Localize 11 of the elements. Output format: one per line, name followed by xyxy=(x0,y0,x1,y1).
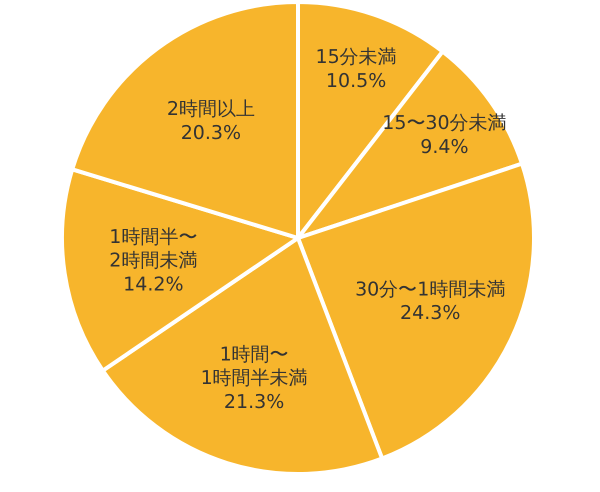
data-label: 9.4% xyxy=(420,136,469,158)
data-label: 20.3% xyxy=(180,122,242,144)
slice-label: 15分未満 xyxy=(316,46,397,68)
slice-label: 30分〜1時間未満 xyxy=(355,278,506,300)
slice-label: 2時間以上 xyxy=(166,98,255,120)
slice-label: 1時間半〜 2時間未満 xyxy=(109,226,198,272)
data-label: 24.3% xyxy=(400,302,460,324)
slice-label: 1時間〜 1時間半未満 xyxy=(200,343,308,390)
data-label: 14.2% xyxy=(123,273,184,296)
data-label: 21.3% xyxy=(224,390,284,413)
data-label: 10.5% xyxy=(326,70,386,92)
